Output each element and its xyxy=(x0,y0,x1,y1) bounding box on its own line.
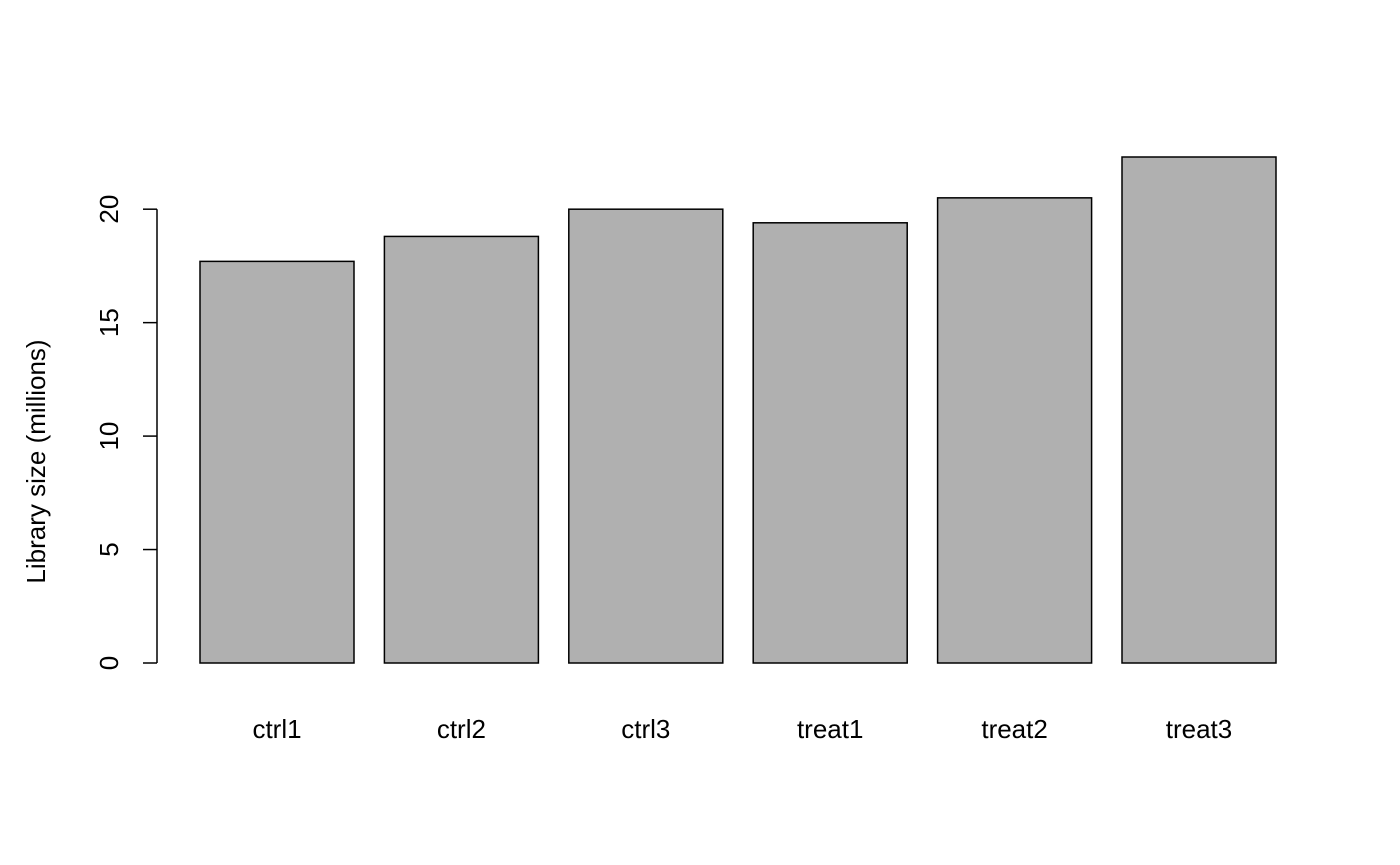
x-tick-label: ctrl3 xyxy=(621,714,670,744)
x-axis-labels: ctrl1 ctrl2 ctrl3 treat1 treat2 treat3 xyxy=(252,714,1232,744)
bars xyxy=(199,156,1277,664)
y-axis-title: Library size (millions) xyxy=(21,339,51,583)
bar-treat1 xyxy=(752,222,908,664)
bar-treat2 xyxy=(936,197,1093,664)
y-tick-label: 10 xyxy=(94,422,124,451)
y-axis: 0 5 10 15 20 xyxy=(94,195,158,670)
y-tick-label: 5 xyxy=(94,542,124,556)
x-tick-label: treat1 xyxy=(797,714,864,744)
y-tick-label: 0 xyxy=(94,656,124,670)
bar-ctrl1 xyxy=(199,260,355,664)
x-tick-label: treat2 xyxy=(981,714,1048,744)
bar-ctrl3 xyxy=(568,208,724,664)
y-tick-label: 15 xyxy=(94,308,124,337)
bar-ctrl2 xyxy=(383,235,540,664)
x-tick-label: ctrl2 xyxy=(437,714,486,744)
y-tick-label: 20 xyxy=(94,195,124,224)
x-tick-label: treat3 xyxy=(1166,714,1233,744)
x-tick-label: ctrl1 xyxy=(252,714,301,744)
bar-treat3 xyxy=(1121,156,1277,664)
